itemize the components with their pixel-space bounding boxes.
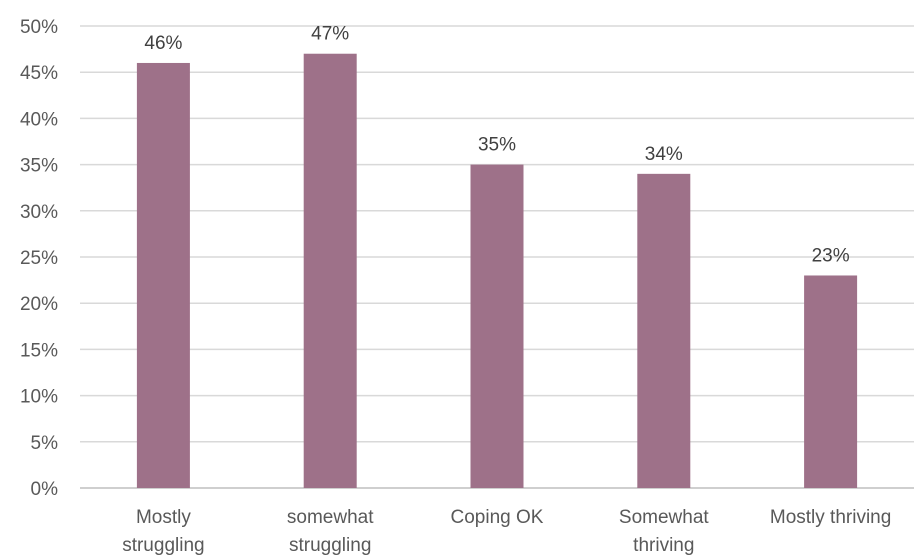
- data-label: 47%: [311, 24, 349, 45]
- category-labels: Mostly struggling somewhat struggling Coping…: [122, 507, 891, 556]
- y-axis-tick-labels: 0% 5% 10% 15% 20% 25% 30% 35% 40% 45% 50%: [20, 17, 58, 500]
- bars: [136, 53, 858, 489]
- category-label: Mostly struggling: [122, 507, 204, 556]
- category-label: somewhat struggling: [287, 507, 374, 556]
- y-tick-label: 50%: [20, 17, 58, 38]
- y-tick-label: 0%: [31, 479, 59, 500]
- data-label: 46%: [144, 33, 182, 54]
- y-tick-label: 20%: [20, 294, 58, 315]
- bar: [470, 164, 524, 488]
- data-labels: 46% 47% 35% 34% 23%: [144, 24, 849, 267]
- bar: [303, 53, 357, 488]
- y-tick-label: 40%: [20, 109, 58, 130]
- bar: [136, 62, 190, 489]
- data-label: 35%: [478, 135, 516, 156]
- bar: [637, 173, 691, 488]
- y-tick-label: 35%: [20, 156, 58, 177]
- category-label: Somewhat thriving: [619, 507, 709, 556]
- category-label: Mostly thriving: [770, 507, 891, 528]
- y-tick-label: 45%: [20, 63, 58, 84]
- y-tick-label: 25%: [20, 248, 58, 269]
- data-label: 23%: [812, 245, 850, 266]
- y-tick-label: 5%: [31, 433, 59, 454]
- bar: [804, 275, 858, 488]
- y-tick-label: 15%: [20, 340, 58, 361]
- data-label: 34%: [645, 144, 683, 165]
- y-tick-label: 10%: [20, 387, 58, 408]
- y-tick-label: 30%: [20, 202, 58, 223]
- category-label: Coping OK: [451, 507, 544, 528]
